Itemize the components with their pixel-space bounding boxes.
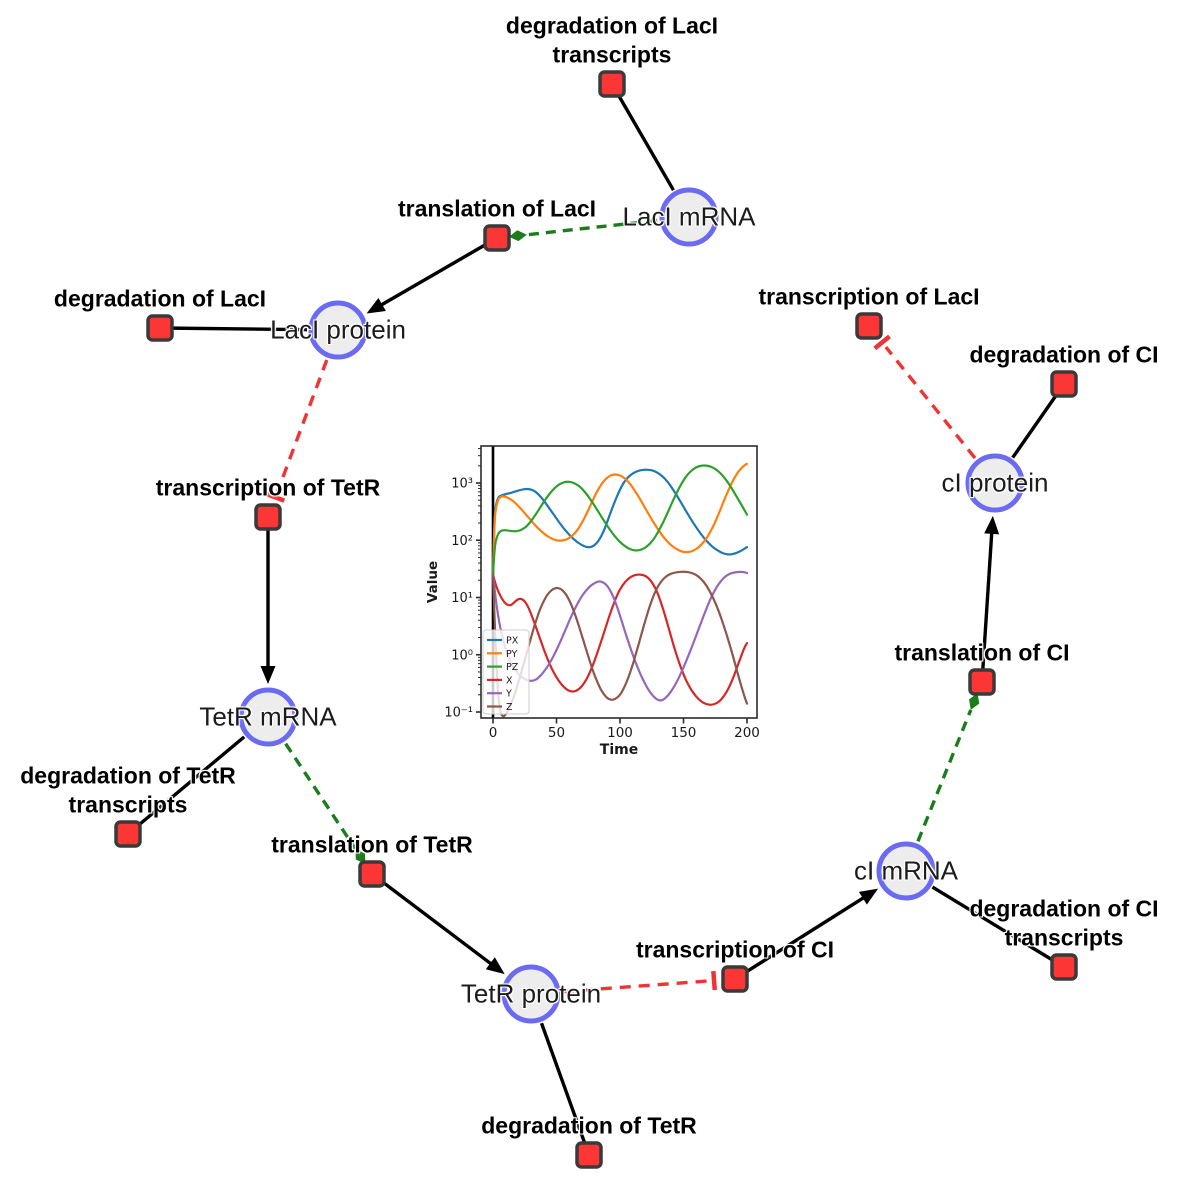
reaction-node-deg_cI[interactable] <box>1050 370 1078 398</box>
series-PY-line <box>491 462 749 576</box>
y-axis-tick-label: 10⁰ <box>451 648 473 663</box>
species-node-cI_mRNA[interactable] <box>876 841 936 901</box>
series-X-line <box>491 573 749 706</box>
legend-label-PX: PX <box>506 636 519 647</box>
species-node-lacI_prot[interactable] <box>308 300 368 360</box>
reaction-node-deg_tetR[interactable] <box>575 1141 603 1169</box>
edge-transl_lacI-lacI_prot-arrowhead <box>366 297 386 314</box>
legend-label-PY: PY <box>506 649 518 660</box>
edge-tetR_prot-deg_tetR <box>539 1022 591 1156</box>
edge-transl_lacI-lacI_prot <box>377 242 488 308</box>
chart-svg: 10³ 10² 10¹ 10⁰ 10⁻¹ 0 50 100 150 200 Time Value PX P… <box>425 445 760 758</box>
legend-label-Z: Z <box>506 702 513 713</box>
y-axis-tick-label: 10² <box>451 534 473 549</box>
edge-tetR_mRNA-deg_tetR_tx <box>126 735 246 836</box>
x-axis-tick-label: 150 <box>671 725 697 741</box>
reaction-node-txn_tetR[interactable] <box>254 503 282 531</box>
reaction-node-deg_cI_tx[interactable] <box>1050 953 1078 981</box>
y-axis-title: Value <box>425 561 441 603</box>
edge-lacI_mRNA-transl_lacI <box>526 218 658 237</box>
edge-cI_prot-txn_lacI <box>884 345 977 460</box>
reaction-node-deg_lacI[interactable] <box>146 314 174 342</box>
species-node-tetR_mRNA[interactable] <box>238 687 298 747</box>
edge-lacI_prot-txn_tetR <box>275 359 329 493</box>
reaction-node-transl_tetR[interactable] <box>358 860 386 888</box>
reaction-node-deg_tetR_tx[interactable] <box>114 820 142 848</box>
edge-tetR_prot-txn_cI <box>562 979 709 994</box>
chart-frame <box>480 445 758 719</box>
edge-txn_tetR-tetR_mRNA-arrowhead <box>260 666 276 684</box>
reaction-node-deg_lacI_tx[interactable] <box>598 70 626 98</box>
edge-cI_prot-txn_lacI-inhibition-bar <box>873 334 891 351</box>
edge-lacI_mRNA-transl_lacI-arrowhead <box>508 230 527 242</box>
edge-tetR_mRNA-transl_tetR <box>284 742 357 850</box>
edge-cI_mRNA-deg_cI_tx <box>931 885 1065 969</box>
edge-transl_cI-cI_prot <box>981 529 994 671</box>
edge-tetR_prot-txn_cI-inhibition-bar <box>711 970 717 991</box>
edge-transl_cI-cI_prot-arrowhead <box>984 515 1000 535</box>
series-PX-line <box>491 468 749 576</box>
x-axis-tick-label: 100 <box>607 725 633 741</box>
reaction-node-txn_cI[interactable] <box>721 965 749 993</box>
reaction-node-transl_lacI[interactable] <box>483 224 511 252</box>
series-PZ-line <box>491 464 749 576</box>
series-Z-line <box>491 570 749 718</box>
x-axis-tick-label: 200 <box>734 725 760 741</box>
x-axis-tick-label: 0 <box>489 725 498 741</box>
edge-cI_mRNA-transl_cI-arrowhead <box>969 693 980 710</box>
legend-label-Y: Y <box>505 689 512 700</box>
y-axis-tick-label: 10¹ <box>451 591 473 606</box>
edge-transl_tetR-tetR_prot-arrowhead <box>485 957 505 975</box>
species-node-lacI_mRNA[interactable] <box>659 187 719 247</box>
x-axis-tick-label: 50 <box>548 725 565 741</box>
species-node-tetR_prot[interactable] <box>501 964 561 1024</box>
reaction-node-txn_lacI[interactable] <box>855 312 883 340</box>
legend-label-PZ: PZ <box>506 662 519 673</box>
reaction-node-transl_cI[interactable] <box>968 668 996 696</box>
edge-lacI_mRNA-deg_lacI_tx <box>610 83 675 192</box>
edge-tetR_mRNA-transl_tetR-arrowhead <box>355 848 366 864</box>
edge-txn_cI-cI_mRNA-arrowhead <box>858 888 879 905</box>
y-axis-tick-label: 10³ <box>451 477 473 492</box>
edge-lacI_prot-txn_tetR-inhibition-bar <box>265 491 286 503</box>
y-axis-tick-label: 10⁻¹ <box>444 706 473 721</box>
species-node-cI_prot[interactable] <box>965 453 1025 513</box>
edge-cI_mRNA-transl_cI <box>916 709 973 842</box>
time-series-chart: 10³ 10² 10¹ 10⁰ 10⁻¹ 0 50 100 150 200 Time Value PX P… <box>413 430 773 770</box>
edge-lacI_prot-deg_lacI <box>159 326 308 332</box>
edge-transl_tetR-tetR_prot <box>380 879 495 968</box>
edge-txn_cI-cI_mRNA <box>744 894 868 975</box>
legend-label-X: X <box>506 675 513 686</box>
x-axis-title: Time <box>600 742 638 758</box>
